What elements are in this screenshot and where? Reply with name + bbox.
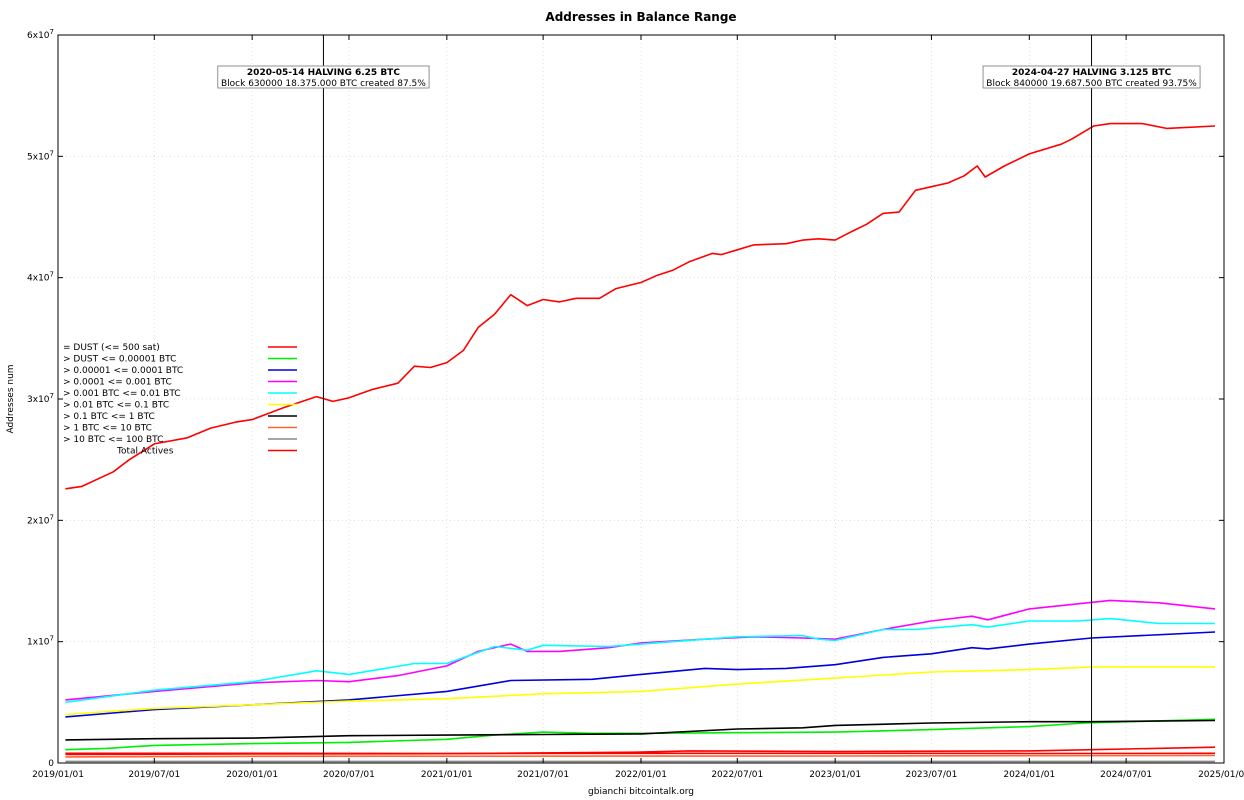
y-tick-label: 5x107 — [27, 149, 54, 162]
series-line-7 — [65, 754, 1216, 758]
y-axis-label: Addresses num — [6, 364, 16, 433]
x-axis-label: gbianchi bitcointalk.org — [588, 787, 694, 797]
legend-label: Total Actives — [116, 447, 174, 457]
y-tick-label: 4x107 — [27, 271, 54, 284]
y-ticks: 0 1x107 2x107 3x107 4x107 5x107 6x107 — [27, 28, 1224, 769]
x-tick-label: 2021/07/01 — [517, 770, 569, 780]
chart-title: Addresses in Balance Range — [545, 10, 736, 24]
legend-label: > 0.01 BTC <= 0.1 BTC — [63, 401, 169, 411]
series-line-2 — [65, 631, 1216, 718]
y-tick-label: 1x107 — [27, 635, 54, 648]
y-tick-label: 3x107 — [27, 392, 54, 405]
legend-label: = DUST (<= 500 sat) — [63, 343, 160, 353]
x-tick-label: 2021/01/01 — [421, 770, 473, 780]
x-tick-label: 2025/01/01 — [1198, 770, 1244, 780]
x-tick-label: 2023/01/01 — [809, 770, 861, 780]
annotation-title: 2020-05-14 HALVING 6.25 BTC — [247, 68, 400, 78]
series-layer — [65, 122, 1216, 763]
series-line-1 — [65, 718, 1216, 751]
grid — [58, 35, 1224, 763]
series-line-9 — [65, 746, 1216, 756]
x-tick-label: 2024/01/01 — [1003, 770, 1055, 780]
legend-label: > DUST <= 0.00001 BTC — [63, 355, 176, 365]
x-tick-label: 2019/07/01 — [128, 770, 180, 780]
x-ticks: 2019/01/01 2019/07/01 2020/01/01 2020/07/01… — [32, 35, 1244, 780]
y-tick-label: 2x107 — [27, 513, 54, 526]
x-tick-label: 2022/07/01 — [711, 770, 763, 780]
x-tick-label: 2024/07/01 — [1100, 770, 1152, 780]
annotation-box — [982, 65, 1201, 89]
y-tick-label: 0 — [48, 759, 54, 769]
legend-label: > 0.001 BTC <= 0.01 BTC — [63, 389, 181, 399]
legend: = DUST (<= 500 sat) > DUST <= 0.00001 BTC… — [63, 343, 297, 457]
annotation-title: 2024-04-27 HALVING 3.125 BTC — [1012, 68, 1172, 78]
x-tick-label: 2023/07/01 — [905, 770, 957, 780]
series-line-4 — [65, 617, 1215, 704]
series-line-3 — [65, 599, 1216, 701]
legend-label: > 0.00001 <= 0.0001 BTC — [63, 366, 183, 376]
annotation-detail: Block 630000 18.375.000 BTC created 87.5… — [221, 79, 426, 89]
annotation-detail: Block 840000 19.687.500 BTC created 93.7… — [986, 79, 1197, 89]
x-tick-label: 2022/01/01 — [615, 770, 667, 780]
legend-label: > 0.1 BTC <= 1 BTC — [63, 412, 155, 422]
x-tick-label: 2020/01/01 — [226, 770, 278, 780]
series-line-6 — [65, 719, 1216, 741]
x-tick-label: 2019/01/01 — [32, 770, 84, 780]
legend-label: > 0.0001 <= 0.001 BTC — [63, 378, 172, 388]
y-tick-label: 6x107 — [27, 28, 54, 41]
x-tick-label: 2020/07/01 — [323, 770, 375, 780]
annotation-box — [217, 65, 430, 89]
series-line-10 — [65, 122, 1216, 490]
legend-label: > 10 BTC <= 100 BTC — [63, 435, 163, 445]
legend-label: > 1 BTC <= 10 BTC — [63, 424, 152, 434]
series-line-5 — [65, 666, 1215, 716]
